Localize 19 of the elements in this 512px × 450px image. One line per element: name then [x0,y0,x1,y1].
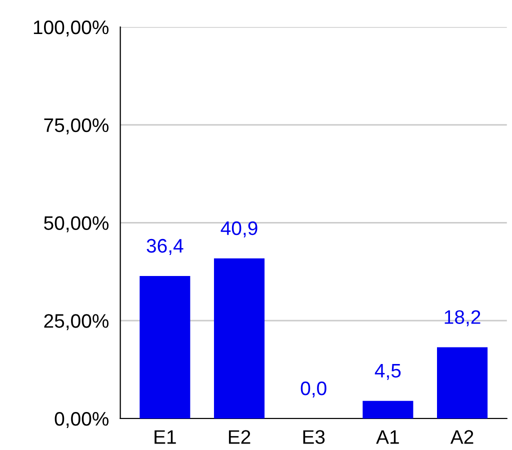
x-tick-label: E2 [228,430,250,444]
bar [362,400,414,418]
data-label: 0,0 [300,381,326,398]
bar [140,276,190,418]
x-tick-label: E3 [303,430,325,444]
y-tick-label: 0,00% [54,412,109,428]
bar [214,258,265,418]
data-label: 36,4 [146,238,184,256]
y-tick-label: 25,00% [44,314,109,330]
x-tick-label: A1 [376,430,399,444]
data-label: 40,9 [220,221,258,238]
data-label: 18,2 [444,310,480,326]
data-label: 4,5 [374,364,401,380]
x-tick-label: E1 [154,430,176,444]
bar [437,347,488,418]
x-tick-label: A2 [450,430,474,444]
y-tick-label: 75,00% [44,118,109,134]
y-tick-label: 50,00% [44,216,109,232]
y-tick-label: 100,00% [34,20,109,37]
